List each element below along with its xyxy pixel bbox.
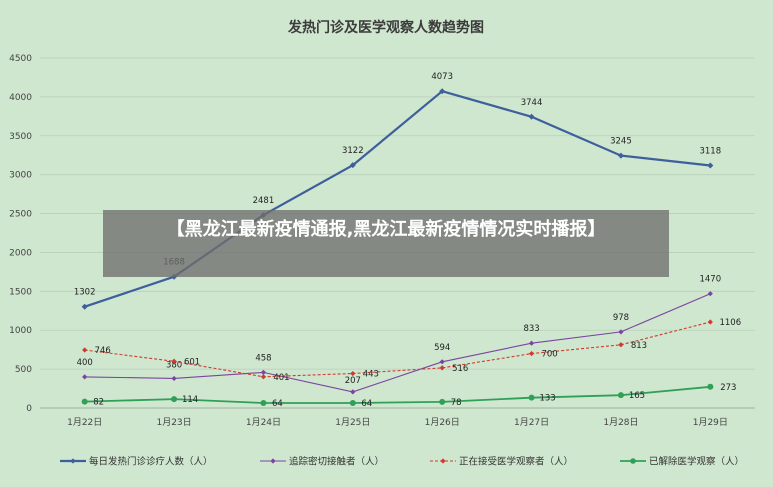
- data-label: 1470: [699, 275, 721, 285]
- data-point: [260, 369, 267, 375]
- y-tick-label: 3500: [9, 132, 32, 142]
- data-point: [439, 359, 445, 365]
- data-point: [439, 398, 446, 405]
- data-label: 746: [95, 346, 111, 356]
- data-point: [618, 329, 624, 335]
- data-point: [707, 319, 713, 325]
- data-label: 443: [363, 370, 379, 380]
- series-line: [84, 293, 711, 393]
- data-point: [617, 152, 624, 159]
- data-point: [707, 291, 713, 297]
- data-label: 78: [451, 398, 462, 408]
- legend-marker: [440, 458, 446, 464]
- legend-marker: [70, 458, 76, 464]
- x-tick-label: 1月22日: [67, 417, 102, 428]
- data-point: [439, 88, 446, 95]
- y-tick-label: 3000: [9, 171, 32, 181]
- data-label: 64: [361, 399, 372, 409]
- data-label: 3122: [342, 146, 364, 156]
- x-tick-label: 1月24日: [246, 417, 281, 428]
- data-label: 133: [539, 394, 555, 404]
- data-label: 380: [166, 360, 182, 370]
- data-label: 4073: [431, 72, 453, 82]
- data-label: 400: [77, 358, 93, 368]
- legend-label: 已解除医学观察（人）: [649, 456, 744, 468]
- data-label: 458: [255, 353, 271, 363]
- data-label: 601: [184, 357, 200, 367]
- y-tick-label: 1500: [9, 287, 32, 297]
- data-point: [171, 396, 178, 403]
- series-line: [84, 385, 711, 404]
- x-tick-label: 1月23日: [156, 417, 191, 428]
- data-label: 114: [182, 395, 198, 405]
- data-point: [260, 400, 267, 407]
- y-tick-label: 4500: [9, 54, 32, 64]
- data-point: [618, 342, 624, 348]
- y-tick-label: 2500: [9, 210, 32, 220]
- data-label: 401: [273, 373, 289, 383]
- data-label: 978: [613, 313, 629, 323]
- x-tick-label: 1月29日: [693, 417, 728, 428]
- data-point: [528, 350, 535, 357]
- data-point: [707, 383, 714, 390]
- x-tick-label: 1月25日: [335, 417, 370, 428]
- data-point: [260, 374, 267, 380]
- legend-marker: [630, 458, 636, 464]
- legend-marker: [270, 458, 276, 464]
- data-point: [82, 374, 88, 380]
- data-label: 82: [93, 398, 104, 408]
- data-label: 64: [272, 399, 283, 409]
- data-point: [81, 303, 88, 310]
- data-label: 2481: [253, 196, 275, 206]
- chart-title: 发热门诊及医学观察人数趋势图: [287, 19, 484, 36]
- data-point: [528, 113, 535, 120]
- x-tick-label: 1月28日: [603, 417, 638, 428]
- data-label: 833: [523, 324, 539, 334]
- data-point: [349, 162, 356, 169]
- data-point: [528, 340, 535, 346]
- y-tick-label: 1000: [9, 326, 32, 336]
- data-label: 165: [629, 391, 645, 401]
- y-tick-label: 4000: [9, 93, 32, 103]
- data-label: 3118: [699, 146, 721, 156]
- x-tick-label: 1月26日: [425, 417, 460, 428]
- series-line: [84, 321, 711, 378]
- data-label: 813: [631, 341, 647, 351]
- y-tick-label: 0: [26, 404, 32, 414]
- y-tick-label: 2000: [9, 248, 32, 258]
- data-point: [171, 358, 177, 364]
- data-label: 1106: [719, 318, 741, 328]
- data-label: 3744: [521, 98, 543, 108]
- data-label: 207: [345, 376, 361, 386]
- data-point: [439, 365, 445, 371]
- x-tick-label: 1月27日: [514, 417, 549, 428]
- legend-label: 正在接受医学观察者（人）: [459, 456, 573, 468]
- data-point: [171, 375, 177, 382]
- data-point: [617, 392, 624, 399]
- legend-label: 每日发热门诊诊疗人数（人）: [89, 456, 213, 468]
- data-point: [81, 398, 88, 405]
- data-point: [350, 370, 356, 377]
- data-point: [350, 389, 356, 395]
- data-label: 273: [720, 383, 736, 393]
- data-label: 594: [434, 343, 450, 353]
- data-label: 516: [452, 364, 468, 374]
- data-point: [528, 394, 535, 401]
- data-point: [349, 400, 356, 407]
- data-point: [707, 162, 714, 169]
- legend-label: 追踪密切接触者（人）: [289, 456, 384, 468]
- data-label: 1302: [74, 288, 96, 298]
- headline-banner[interactable]: 【黑龙江最新疫情通报,黑龙江最新疫情情况实时播报】: [103, 210, 669, 277]
- y-tick-label: 500: [15, 365, 32, 375]
- data-label: 700: [541, 350, 557, 360]
- data-label: 3245: [610, 137, 632, 147]
- data-point: [82, 347, 88, 353]
